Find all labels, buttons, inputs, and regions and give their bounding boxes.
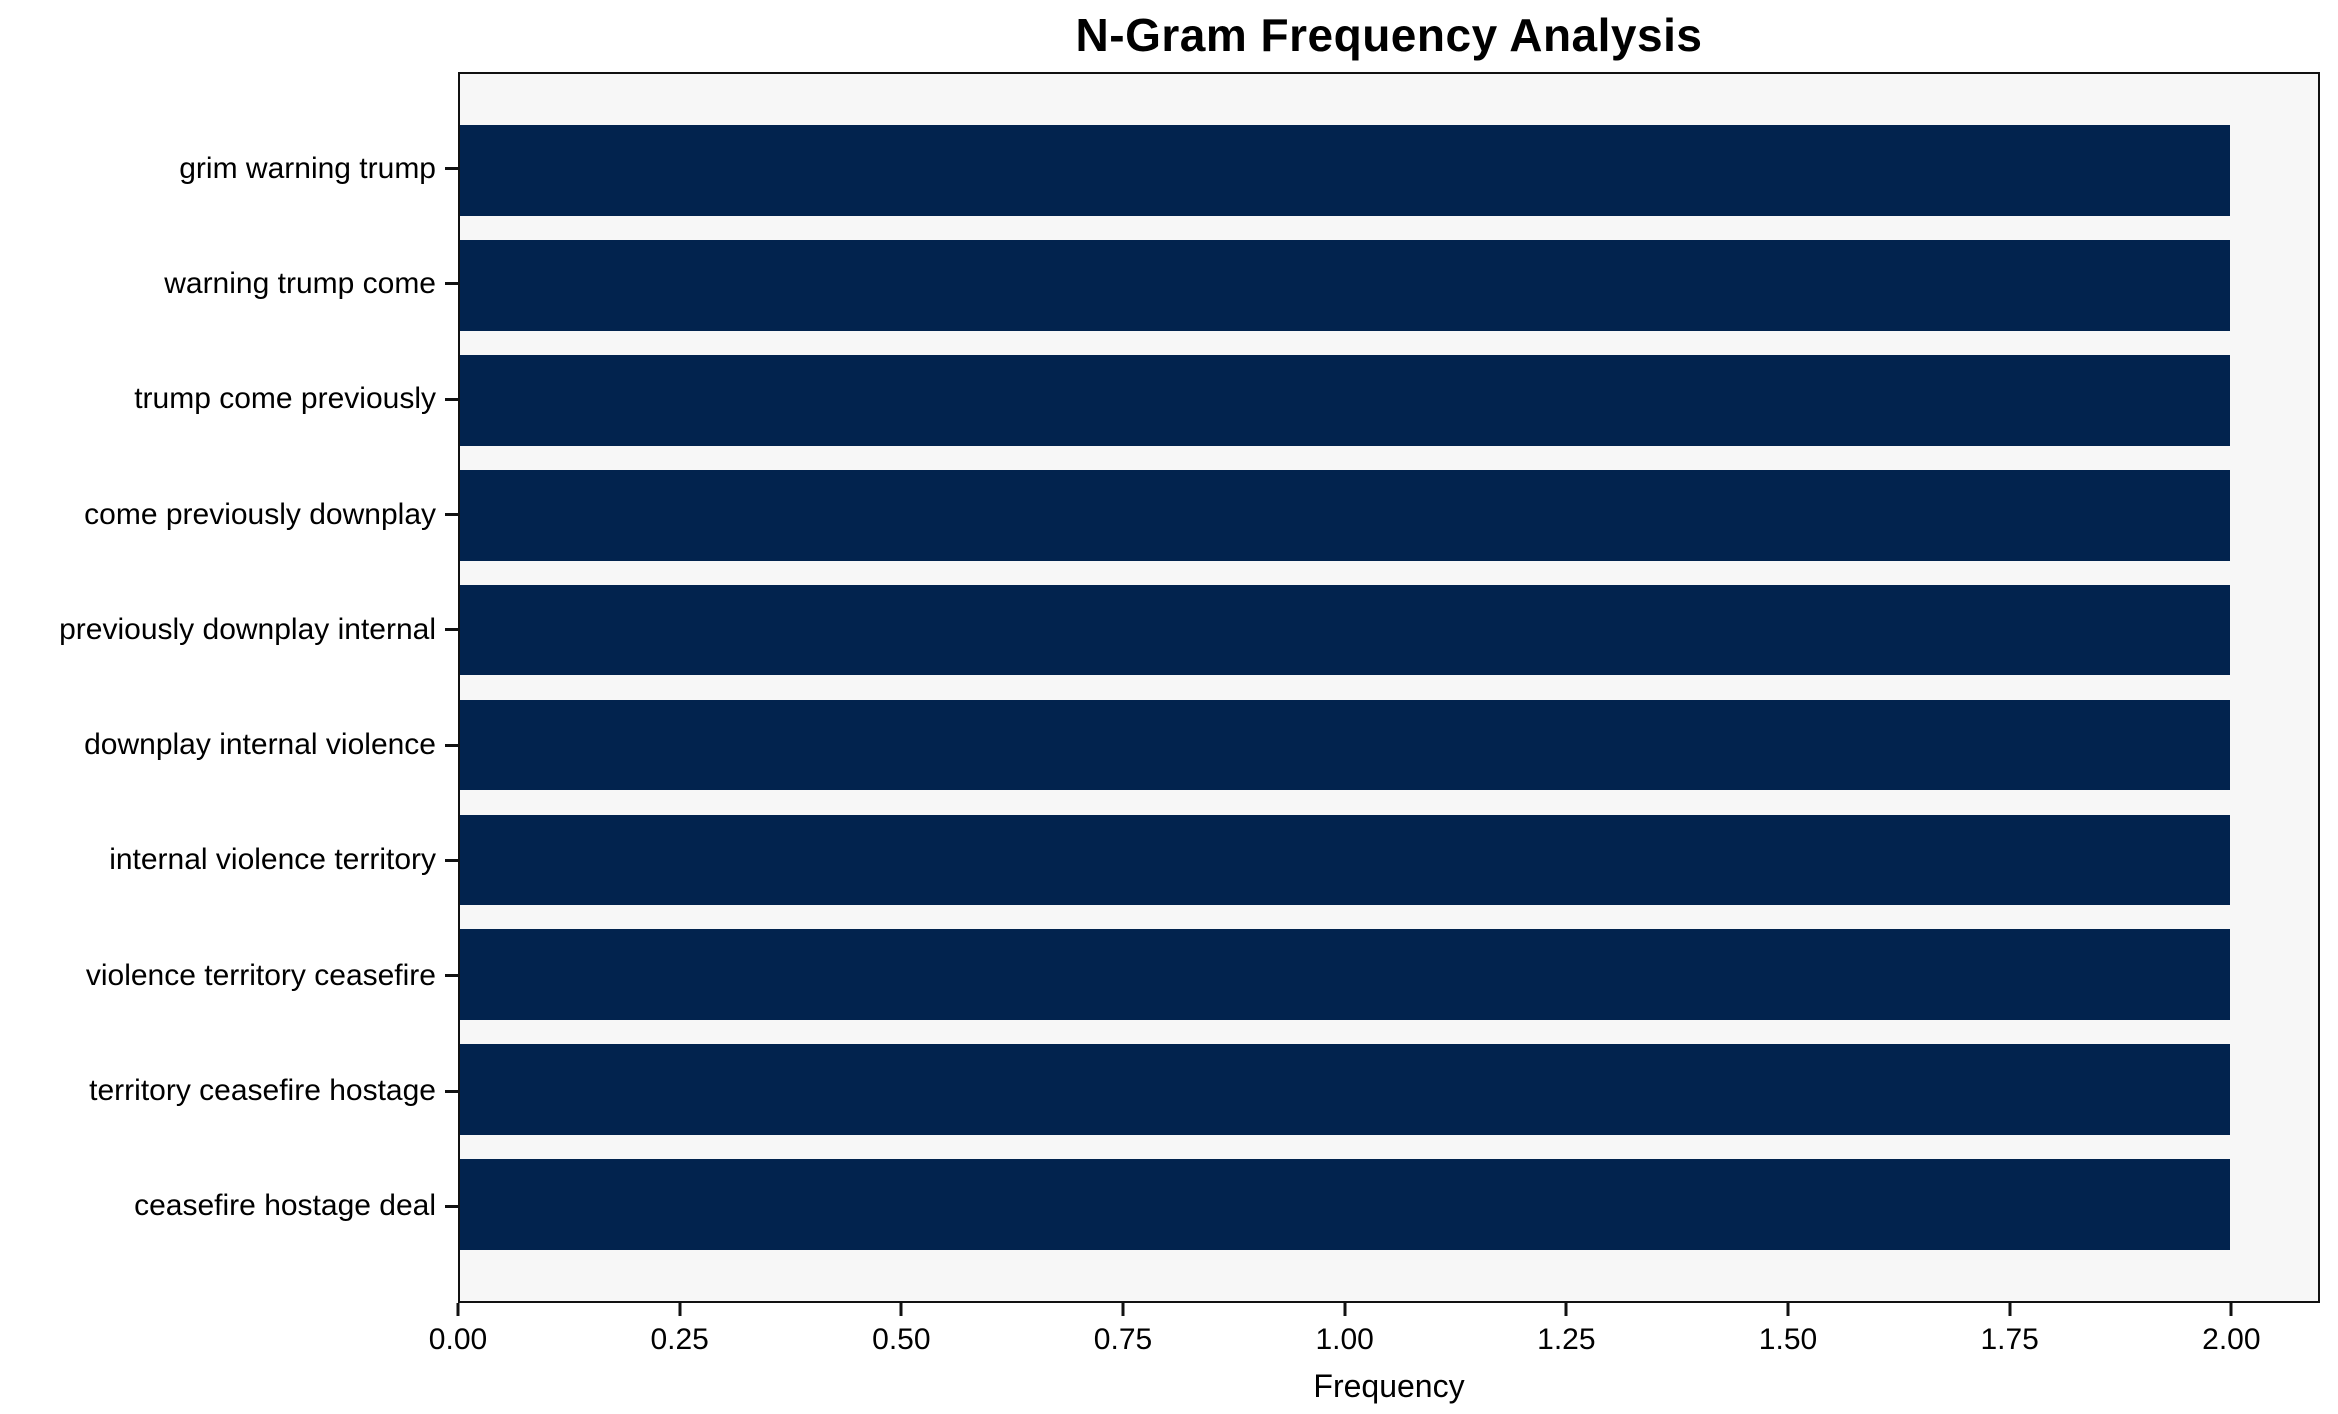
- bar-row: [460, 343, 2318, 458]
- y-tick-label: warning trump come: [164, 266, 436, 300]
- y-tick-label: previously downplay internal: [59, 612, 436, 646]
- bar-row: [460, 917, 2318, 1032]
- x-tick-mark: [456, 1303, 460, 1316]
- bar: [460, 354, 2230, 446]
- y-tick-label: ceasefire hostage deal: [134, 1189, 436, 1223]
- bar: [460, 584, 2230, 676]
- bar: [460, 1044, 2230, 1136]
- y-tick-label: violence territory ceasefire: [85, 958, 436, 992]
- y-tick-mark: [445, 858, 458, 862]
- x-tick-mark: [2008, 1303, 2012, 1316]
- plot-area: [458, 72, 2320, 1303]
- y-tick-label: territory ceasefire hostage: [89, 1074, 436, 1108]
- bar: [460, 699, 2230, 791]
- chart-title: N-Gram Frequency Analysis: [1075, 9, 1703, 61]
- x-tick-mark: [2229, 1303, 2233, 1316]
- y-tick-mark: [445, 743, 458, 747]
- bar-row: [460, 1147, 2318, 1262]
- bar: [460, 125, 2230, 216]
- bar: [460, 1159, 2230, 1250]
- x-tick-mark: [1121, 1303, 1125, 1316]
- y-tick-row: grim warning trump: [0, 111, 458, 226]
- y-tick-row: warning trump come: [0, 226, 458, 341]
- y-tick-row: previously downplay internal: [0, 572, 458, 687]
- y-tick-mark: [445, 1204, 458, 1208]
- y-tick-mark: [445, 513, 458, 517]
- bar-row: [460, 458, 2318, 573]
- y-tick-row: internal violence territory: [0, 803, 458, 918]
- x-tick-mark: [1564, 1303, 1568, 1316]
- y-tick-row: trump come previously: [0, 342, 458, 457]
- y-tick-row: territory ceasefire hostage: [0, 1033, 458, 1148]
- bars-container: [460, 74, 2318, 1301]
- x-axis: 0.00 0.25 0.50 0.75 1.00 1.25 1.50 1.75 2.00: [429, 1303, 2320, 1373]
- y-tick-label: come previously downplay: [84, 497, 436, 531]
- x-tick-label: 1.50: [1758, 1323, 1818, 1356]
- x-tick-label: 2.00: [2202, 1323, 2261, 1356]
- y-tick-row: come previously downplay: [0, 457, 458, 572]
- y-tick-mark: [445, 282, 458, 286]
- bar: [460, 929, 2230, 1021]
- bar-row: [460, 228, 2318, 343]
- x-tick-label: 0.75: [1093, 1323, 1153, 1356]
- y-tick-label: trump come previously: [134, 382, 436, 416]
- bar-row: [460, 113, 2318, 228]
- y-tick-row: downplay internal violence: [0, 687, 458, 802]
- x-tick-label: 1.00: [1315, 1323, 1374, 1356]
- bar-row: [460, 802, 2318, 917]
- y-tick-mark: [445, 628, 458, 632]
- y-tick-mark: [445, 167, 458, 171]
- y-tick-mark: [445, 974, 458, 978]
- x-tick-label: 1.25: [1537, 1323, 1596, 1356]
- y-tick-label: grim warning trump: [179, 151, 436, 185]
- x-tick-label: 0.00: [428, 1323, 488, 1356]
- x-tick-mark: [678, 1303, 682, 1316]
- y-axis-labels: grim warning trump warning trump come trum…: [0, 72, 458, 1303]
- y-tick-label: internal violence territory: [109, 843, 436, 877]
- x-tick-mark: [899, 1303, 903, 1316]
- bar-row: [460, 688, 2318, 803]
- bar: [460, 239, 2230, 331]
- x-tick-label: 0.50: [872, 1323, 931, 1356]
- bar-row: [460, 573, 2318, 688]
- y-tick-mark: [445, 1089, 458, 1093]
- x-tick-label: 0.25: [650, 1323, 709, 1356]
- bar: [460, 469, 2230, 561]
- bar-row: [460, 1032, 2318, 1147]
- x-tick-mark: [1786, 1303, 1790, 1316]
- y-tick-mark: [445, 397, 458, 401]
- y-tick-row: violence territory ceasefire: [0, 918, 458, 1033]
- x-tick-mark: [1343, 1303, 1347, 1316]
- y-tick-row: ceasefire hostage deal: [0, 1149, 458, 1264]
- x-tick-label: 1.75: [1980, 1323, 2039, 1356]
- x-axis-label: Frequency: [1313, 1368, 1465, 1404]
- bar: [460, 814, 2230, 906]
- y-tick-label: downplay internal violence: [84, 728, 436, 762]
